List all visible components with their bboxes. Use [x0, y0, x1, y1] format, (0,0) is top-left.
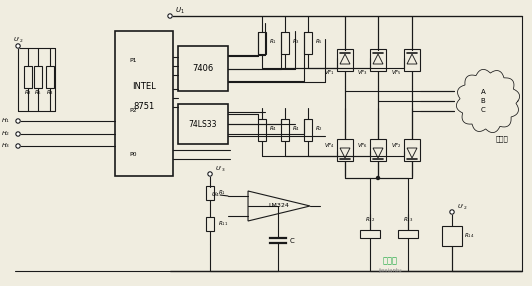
Text: $R_2$: $R_2$ [24, 89, 32, 98]
Text: LM324: LM324 [269, 204, 289, 208]
Bar [206, 186, 214, 200]
Circle shape [208, 172, 212, 176]
Bar [281, 119, 289, 141]
Text: $U'_3$: $U'_3$ [215, 164, 226, 174]
Circle shape [16, 44, 20, 48]
Bar [404, 139, 420, 161]
Text: $VF_3$: $VF_3$ [358, 69, 368, 78]
Text: $R_3$: $R_3$ [46, 89, 54, 98]
Text: $R_6$: $R_6$ [34, 89, 42, 98]
Circle shape [16, 119, 20, 123]
Text: $R_{14}$: $R_{14}$ [464, 232, 475, 241]
Text: B: B [480, 98, 485, 104]
Bar [46, 66, 54, 88]
Bar [115, 31, 173, 176]
Text: $H_2$: $H_2$ [1, 130, 10, 138]
Text: $VF_4$: $VF_4$ [325, 142, 335, 150]
Text: 74LS33: 74LS33 [189, 120, 217, 128]
Text: 8751: 8751 [134, 102, 155, 111]
Bar [398, 230, 418, 238]
Text: $R_5$: $R_5$ [315, 37, 323, 46]
Text: INTEL: INTEL [132, 82, 156, 91]
Text: $R_{12}$: $R_{12}$ [365, 216, 375, 225]
Bar [178, 104, 228, 144]
Bar [206, 217, 214, 231]
Bar [442, 226, 462, 246]
Text: $VF_5$: $VF_5$ [392, 69, 402, 78]
Circle shape [450, 210, 454, 214]
Text: $R_4$: $R_4$ [269, 124, 277, 134]
Text: $U'_2$: $U'_2$ [13, 35, 23, 45]
Bar [337, 139, 353, 161]
Text: 电动机: 电动机 [496, 136, 509, 142]
Bar [178, 46, 228, 91]
Bar [304, 119, 312, 141]
Text: $VF_2$: $VF_2$ [392, 142, 402, 150]
Text: $R_1$: $R_1$ [269, 37, 277, 46]
Text: $R_{13}$: $R_{13}$ [403, 216, 413, 225]
Circle shape [168, 14, 172, 18]
Bar [370, 49, 386, 71]
Text: $H_1$: $H_1$ [1, 117, 10, 126]
Text: $VF_1$: $VF_1$ [325, 69, 335, 78]
Circle shape [16, 132, 20, 136]
Text: $U_4$: $U_4$ [211, 190, 220, 199]
Text: P0: P0 [129, 152, 137, 157]
Bar [24, 66, 32, 88]
Text: $R_1$: $R_1$ [218, 188, 226, 197]
Circle shape [377, 176, 379, 180]
Text: $U'_2$: $U'_2$ [457, 202, 468, 212]
Bar [281, 32, 289, 54]
Text: $R_{11}$: $R_{11}$ [218, 220, 228, 229]
Circle shape [16, 144, 20, 148]
Bar [404, 49, 420, 71]
Text: P1: P1 [129, 57, 137, 63]
Text: jiexiantu: jiexiantu [378, 269, 402, 273]
Bar [337, 49, 353, 71]
Text: $R_3$: $R_3$ [292, 37, 300, 46]
Text: $U_1$: $U_1$ [175, 6, 185, 16]
Text: C: C [290, 238, 295, 244]
Text: P2: P2 [129, 108, 137, 113]
Bar [34, 66, 42, 88]
Bar [258, 32, 266, 54]
Text: A: A [480, 89, 485, 95]
Text: $R_4$: $R_4$ [292, 124, 300, 134]
Text: $H_3$: $H_3$ [1, 142, 10, 150]
Text: $VF_6$: $VF_6$ [358, 142, 368, 150]
Bar [370, 139, 386, 161]
Bar [304, 32, 312, 54]
Text: C: C [480, 107, 485, 113]
Text: 7406: 7406 [193, 64, 214, 73]
Text: $R_2$: $R_2$ [315, 124, 323, 134]
Bar [360, 230, 380, 238]
Text: 接线图: 接线图 [383, 257, 397, 265]
Bar [258, 119, 266, 141]
